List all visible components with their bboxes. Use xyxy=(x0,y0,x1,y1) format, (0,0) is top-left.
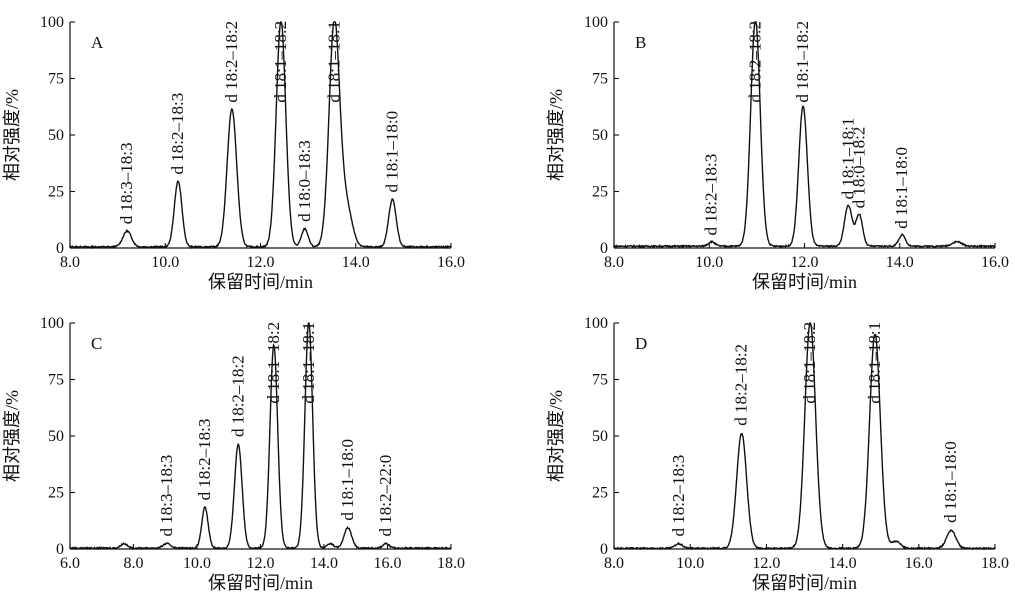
y-axis-label: 相对强度/% xyxy=(2,390,22,482)
peak-label: d 18:2–18:3 xyxy=(168,93,187,175)
x-tick-label: 8.0 xyxy=(604,254,624,271)
y-axis-label: 相对强度/% xyxy=(2,89,22,181)
peak-label: d 18:0–18:3 xyxy=(295,140,314,222)
x-tick-label: 14.0 xyxy=(342,254,370,271)
x-tick-label: 8.0 xyxy=(60,254,80,271)
panel-letter: D xyxy=(635,334,647,353)
x-axis-label: 保留时间/min xyxy=(208,573,313,593)
x-tick-label: 10.0 xyxy=(676,555,704,572)
chart-panel-d: 0 25 50 75 100 8.0 10.0 12.0 14.0 16.0 18.0 保留时间/mi… xyxy=(546,315,1009,593)
y-tick-label: 75 xyxy=(592,372,608,389)
peak-label: d 18:2–18:2 xyxy=(222,21,241,103)
peak-label: d 18:2–18:2 xyxy=(732,344,751,426)
chart-panel-b: 0 25 50 75 100 8.0 10.0 12.0 14.0 16.0 保留时间/min 相对强… xyxy=(546,14,1009,292)
x-tick-label: 18.0 xyxy=(981,555,1009,572)
panel-letter: A xyxy=(91,33,104,52)
x-tick-label: 12.0 xyxy=(247,254,275,271)
peak-label: d 18:1–18:2 xyxy=(800,322,819,404)
y-tick-label: 0 xyxy=(56,240,64,257)
peak-label: d 18:1–18:1 xyxy=(865,322,884,404)
y-tick-label: 25 xyxy=(592,184,608,201)
x-tick-label: 6.0 xyxy=(60,555,80,572)
panel-letter: C xyxy=(91,334,102,353)
peak-label: d 18:2–18:2 xyxy=(228,355,247,437)
y-tick-label: 0 xyxy=(56,541,64,558)
x-tick-label: 8.0 xyxy=(604,555,624,572)
peak-label: d 18:2–18:3 xyxy=(669,455,688,537)
peak-label: d 18:1–18:2 xyxy=(264,322,283,404)
y-tick-label: 100 xyxy=(40,315,64,332)
peak-label: d 18:1–18:1 xyxy=(838,118,857,200)
x-tick-label: 12.0 xyxy=(752,555,780,572)
peak-label: d 18:2–18:3 xyxy=(702,154,721,236)
x-tick-label: 10.0 xyxy=(695,254,723,271)
peak-label: d 18:0–18:2 xyxy=(849,127,868,209)
peak-label: d 18:2–18:2 xyxy=(745,21,764,103)
y-tick-label: 100 xyxy=(584,315,608,332)
chart-panel-a: 0 25 50 75 100 8.0 10.0 12.0 14.0 16.0 保留时间/min 相对强… xyxy=(2,14,465,292)
peak-label: d 18:1–18:2 xyxy=(271,21,290,103)
x-tick-label: 14.0 xyxy=(310,555,338,572)
y-tick-label: 50 xyxy=(592,127,608,144)
peak-label: d 18:1–18:0 xyxy=(941,441,960,523)
x-tick-label: 16.0 xyxy=(374,555,402,572)
y-tick-label: 50 xyxy=(592,428,608,445)
y-tick-label: 50 xyxy=(48,428,64,445)
y-axis-label: 相对强度/% xyxy=(546,390,566,482)
peak-label: d 18:1–18:2 xyxy=(793,21,812,103)
y-tick-label: 0 xyxy=(600,541,608,558)
y-tick-label: 75 xyxy=(48,71,64,88)
y-tick-label: 75 xyxy=(592,71,608,88)
peak-label: d 18:1–18:0 xyxy=(892,147,911,229)
chromatogram-trace xyxy=(69,321,452,551)
peak-label: d 18:3–18:3 xyxy=(157,455,176,537)
chart-panel-c: 0 25 50 75 100 6.0 8.0 10.0 12.0 14.0 16.0 18.0 保留时间… xyxy=(2,315,465,593)
y-tick-label: 0 xyxy=(600,240,608,257)
y-tick-label: 50 xyxy=(48,127,64,144)
peak-label: d 18:3–18:3 xyxy=(117,142,136,224)
peak-label: d 18:1–18:0 xyxy=(338,439,357,521)
x-tick-label: 10.0 xyxy=(183,555,211,572)
x-tick-label: 12.0 xyxy=(791,254,819,271)
y-axis-label: 相对强度/% xyxy=(546,89,566,181)
chromatogram-trace xyxy=(613,322,996,551)
y-tick-label: 25 xyxy=(48,184,64,201)
peak-label: d 18:1–18:1 xyxy=(324,21,343,103)
chromatogram-trace xyxy=(69,21,452,250)
y-tick-label: 100 xyxy=(584,14,608,31)
peak-label: d 18:1–18:1 xyxy=(299,322,318,404)
x-tick-label: 16.0 xyxy=(905,555,933,572)
peak-label: d 18:2–22:0 xyxy=(376,455,395,537)
y-tick-label: 75 xyxy=(48,372,64,389)
peak-label: d 18:2–18:3 xyxy=(195,419,214,501)
chromatogram-trace xyxy=(613,21,996,249)
peak-label: d 18:1–18:0 xyxy=(382,111,401,193)
x-axis-label: 保留时间/min xyxy=(752,573,857,593)
y-tick-label: 100 xyxy=(40,14,64,31)
x-tick-label: 14.0 xyxy=(886,254,914,271)
x-tick-label: 16.0 xyxy=(437,254,465,271)
x-tick-label: 16.0 xyxy=(981,254,1009,271)
x-tick-label: 12.0 xyxy=(247,555,275,572)
panel-letter: B xyxy=(635,33,646,52)
x-tick-label: 10.0 xyxy=(151,254,179,271)
x-tick-label: 18.0 xyxy=(437,555,465,572)
x-axis-label: 保留时间/min xyxy=(752,272,857,292)
y-tick-label: 25 xyxy=(592,485,608,502)
y-tick-label: 25 xyxy=(48,485,64,502)
x-tick-label: 8.0 xyxy=(124,555,144,572)
x-axis-label: 保留时间/min xyxy=(208,272,313,292)
x-tick-label: 14.0 xyxy=(829,555,857,572)
